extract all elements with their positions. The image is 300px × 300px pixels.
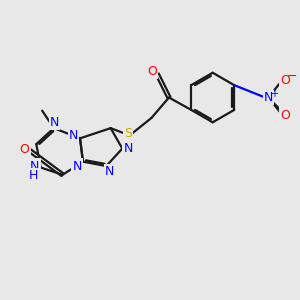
Text: N: N (124, 142, 133, 155)
Text: O: O (20, 143, 30, 157)
Text: N: N (69, 129, 78, 142)
Text: N: N (30, 160, 40, 172)
Text: S: S (124, 128, 132, 140)
Text: −: − (287, 70, 298, 83)
Text: H: H (29, 169, 38, 182)
Text: N: N (105, 165, 115, 178)
Text: O: O (147, 65, 157, 78)
Text: O: O (280, 74, 290, 86)
Text: O: O (280, 109, 290, 122)
Text: N: N (50, 116, 59, 129)
Text: N: N (72, 160, 82, 172)
Text: +: + (270, 89, 278, 99)
Text: N: N (264, 91, 273, 104)
